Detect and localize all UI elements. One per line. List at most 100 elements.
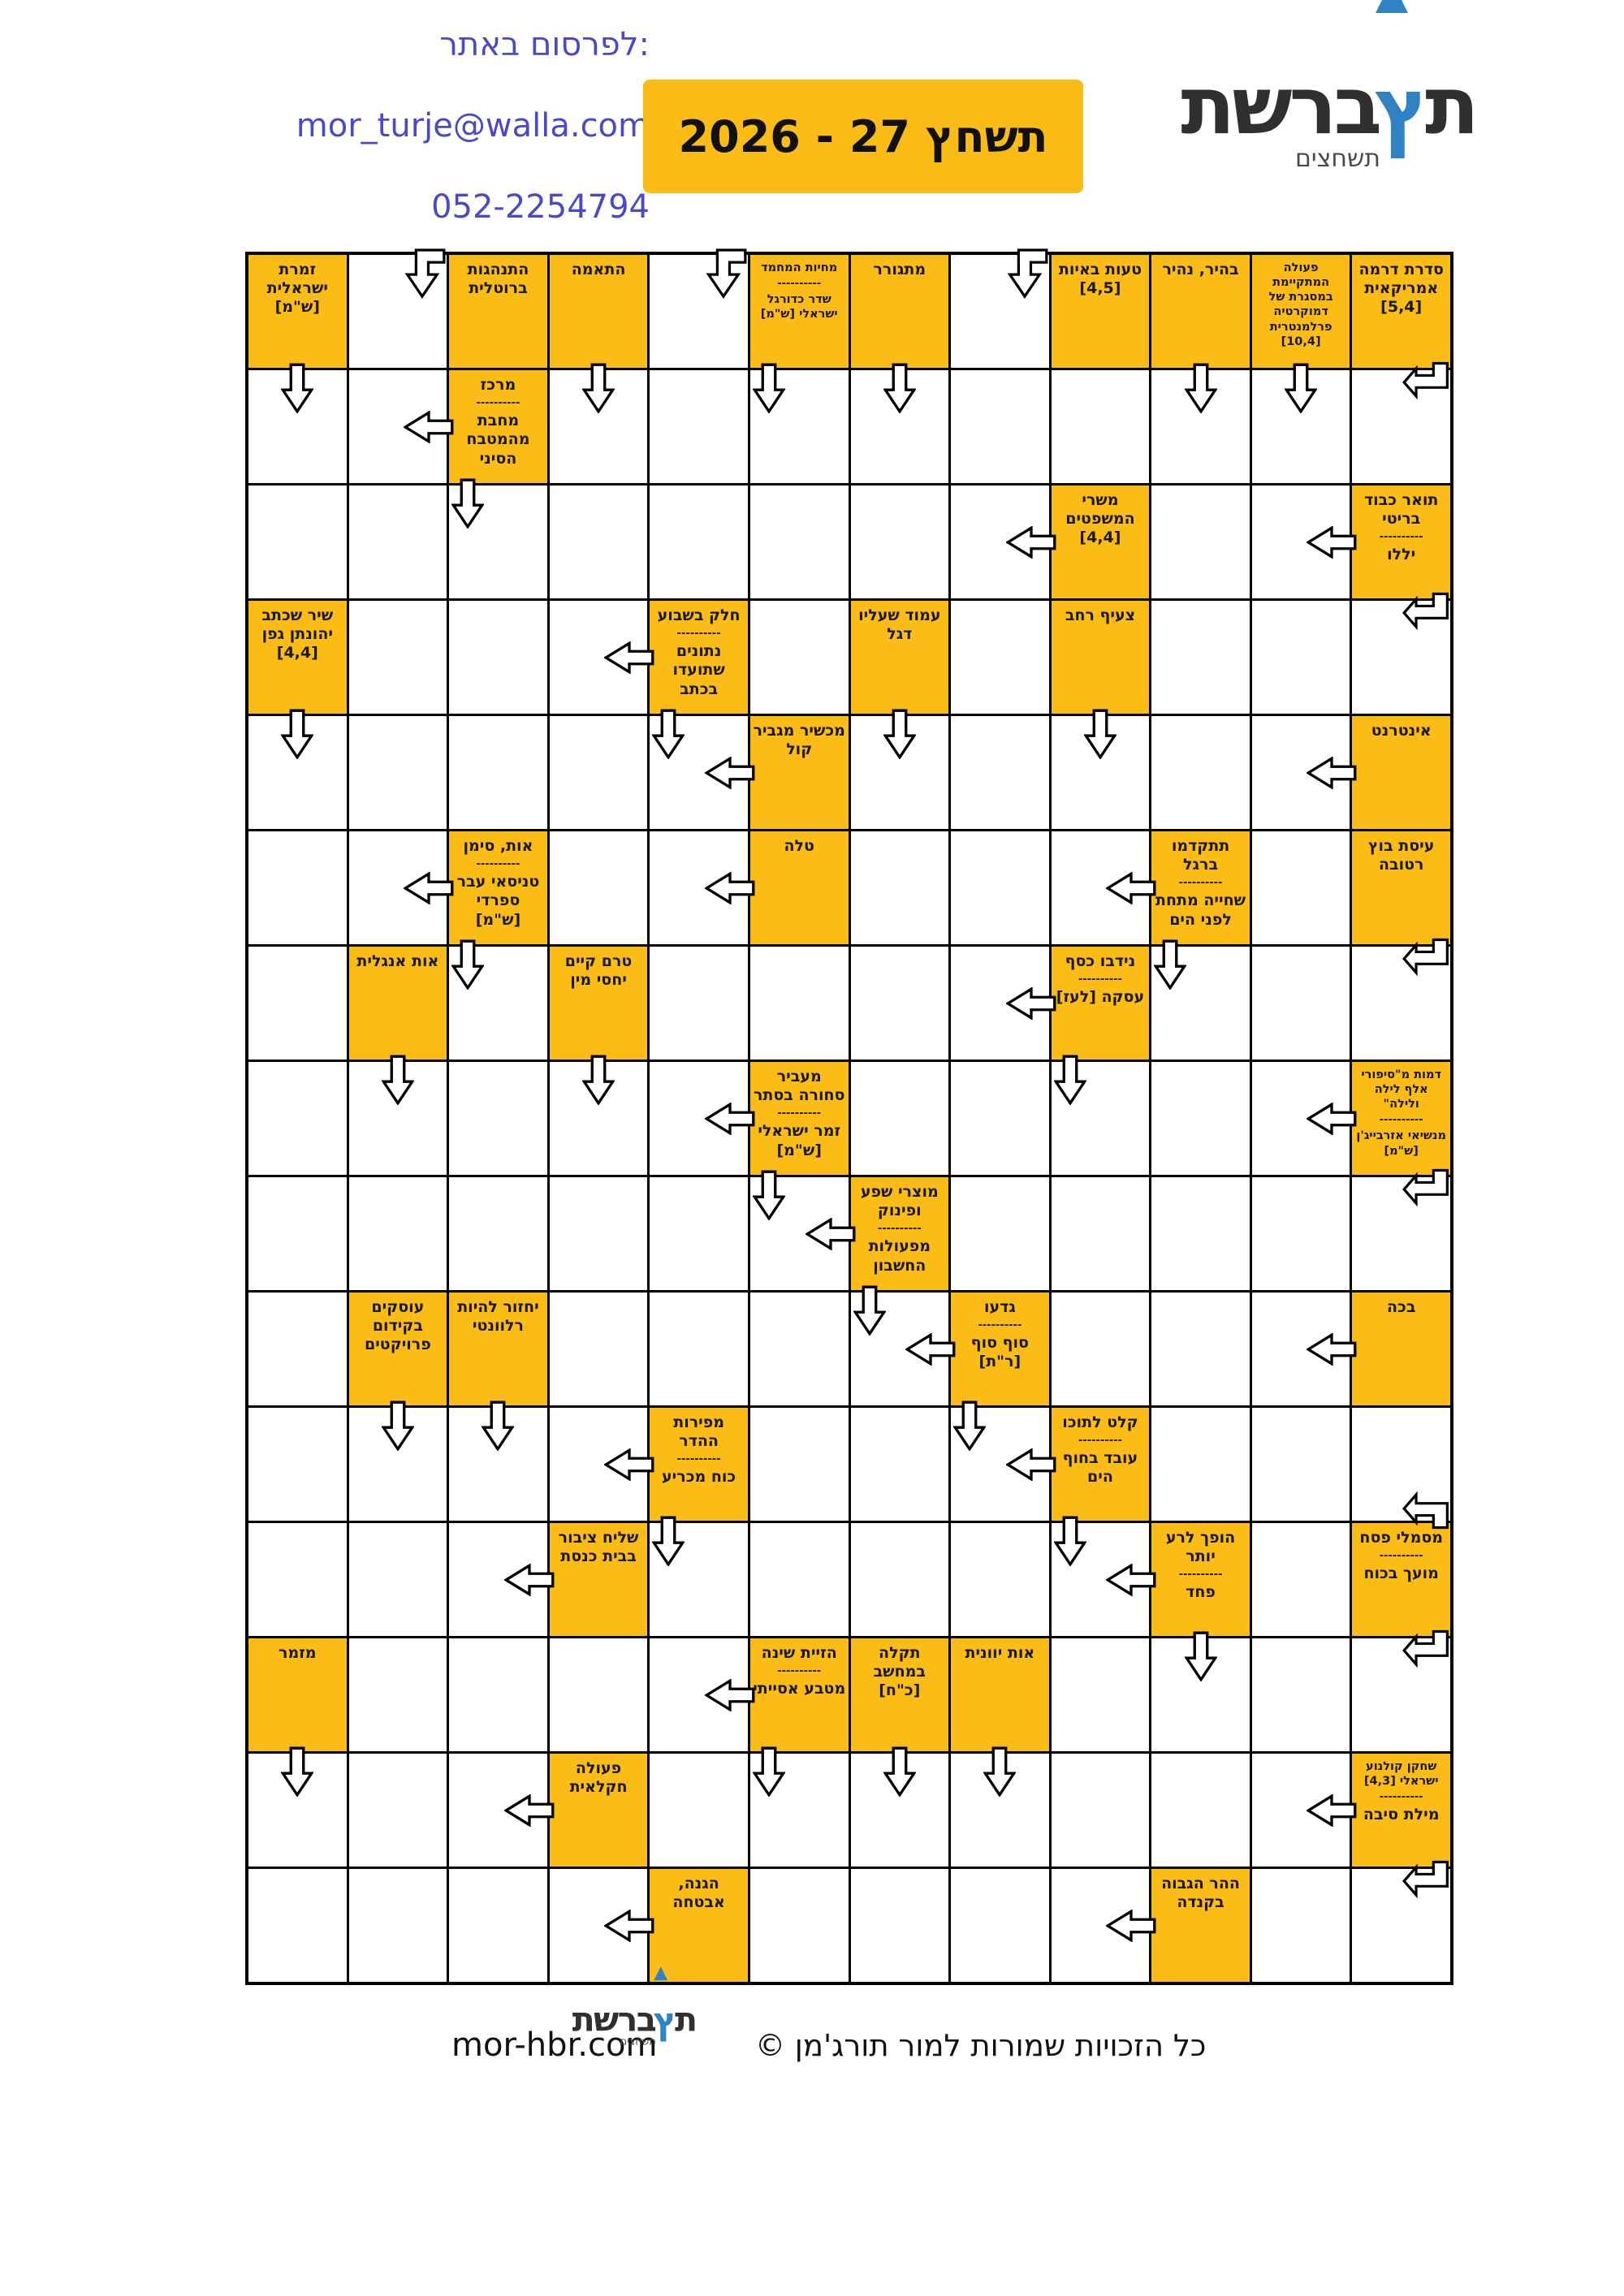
answer-cell-r7c1[interactable]	[248, 947, 347, 1060]
answer-cell-r9c10[interactable]	[1151, 1177, 1250, 1290]
answer-cell-r4c11[interactable]	[1251, 601, 1350, 714]
answer-cell-r12c11[interactable]	[1251, 1523, 1350, 1636]
answer-cell-r11c3[interactable]	[449, 1400, 547, 1521]
answer-cell-r5c11[interactable]	[1251, 716, 1357, 829]
footer-website[interactable]: mor-hbr.com	[451, 2026, 658, 2064]
answer-cell-r10c1[interactable]	[248, 1293, 347, 1405]
answer-cell-r10c7[interactable]	[850, 1285, 956, 1405]
answer-cell-r8c10[interactable]	[1151, 1062, 1250, 1175]
answer-cell-r15c7[interactable]	[850, 1869, 949, 1982]
answer-cell-r10c11[interactable]	[1251, 1293, 1357, 1405]
answer-cell-r8c1[interactable]	[248, 1062, 347, 1175]
answer-cell-r5c5[interactable]	[650, 709, 755, 829]
answer-cell-r15c12[interactable]	[1352, 1860, 1450, 1982]
answer-cell-r10c6[interactable]	[749, 1293, 849, 1405]
answer-cell-r6c5[interactable]	[650, 831, 755, 944]
answer-cell-r7c7[interactable]	[850, 947, 949, 1060]
answer-cell-r13c2[interactable]	[348, 1638, 447, 1751]
answer-cell-r4c8[interactable]	[951, 601, 1049, 714]
answer-cell-r4c6[interactable]	[749, 601, 849, 714]
answer-cell-r14c5[interactable]	[650, 1754, 748, 1867]
answer-cell-r8c3[interactable]	[449, 1062, 547, 1175]
answer-cell-r9c8[interactable]	[951, 1177, 1049, 1290]
answer-cell-r14c10[interactable]	[1151, 1754, 1250, 1867]
answer-cell-r9c9[interactable]	[1051, 1177, 1150, 1290]
answer-cell-r2c6[interactable]	[749, 363, 849, 483]
answer-cell-r7c3[interactable]	[449, 939, 547, 1060]
answer-cell-r10c5[interactable]	[650, 1293, 748, 1405]
answer-cell-r15c9[interactable]	[1051, 1869, 1156, 1982]
answer-cell-r7c10[interactable]	[1151, 939, 1250, 1060]
answer-cell-r12c5[interactable]	[650, 1516, 748, 1636]
answer-cell-r6c2[interactable]	[348, 831, 454, 944]
answer-cell-r5c7[interactable]	[850, 709, 949, 829]
answer-cell-r11c4[interactable]	[549, 1408, 654, 1521]
answer-cell-r3c3[interactable]	[449, 478, 547, 598]
answer-cell-r12c9[interactable]	[1051, 1516, 1156, 1636]
answer-cell-r7c8[interactable]	[951, 947, 1056, 1060]
answer-cell-r6c7[interactable]	[850, 831, 949, 944]
answer-cell-r3c10[interactable]	[1151, 486, 1250, 598]
answer-cell-r13c3[interactable]	[449, 1638, 547, 1751]
answer-cell-r11c12[interactable]	[1352, 1408, 1450, 1530]
answer-cell-r10c9[interactable]	[1051, 1293, 1150, 1405]
answer-cell-r1c2[interactable]	[348, 248, 447, 368]
answer-cell-r2c4[interactable]	[549, 363, 648, 483]
answer-cell-r14c7[interactable]	[850, 1746, 949, 1867]
answer-cell-r3c7[interactable]	[850, 486, 949, 598]
answer-cell-r6c9[interactable]	[1051, 831, 1156, 944]
answer-cell-r11c11[interactable]	[1251, 1408, 1350, 1521]
answer-cell-r4c3[interactable]	[449, 601, 547, 714]
answer-cell-r11c2[interactable]	[348, 1400, 447, 1521]
answer-cell-r3c2[interactable]	[348, 486, 447, 598]
answer-cell-r5c4[interactable]	[549, 716, 648, 829]
answer-cell-r11c8[interactable]	[951, 1400, 1056, 1521]
answer-cell-r3c5[interactable]	[650, 486, 748, 598]
answer-cell-r6c1[interactable]	[248, 831, 347, 944]
answer-cell-r9c3[interactable]	[449, 1177, 547, 1290]
answer-cell-r7c6[interactable]	[749, 947, 849, 1060]
answer-cell-r5c9[interactable]	[1051, 709, 1150, 829]
answer-cell-r2c1[interactable]	[248, 363, 347, 483]
answer-cell-r4c12[interactable]	[1352, 592, 1450, 714]
answer-cell-r7c5[interactable]	[650, 947, 748, 1060]
answer-cell-r7c11[interactable]	[1251, 947, 1350, 1060]
answer-cell-r13c4[interactable]	[549, 1638, 648, 1751]
answer-cell-r2c2[interactable]	[348, 370, 454, 483]
answer-cell-r14c2[interactable]	[348, 1754, 447, 1867]
answer-cell-r15c2[interactable]	[348, 1869, 447, 1982]
answer-cell-r2c12[interactable]	[1352, 361, 1450, 483]
answer-cell-r2c11[interactable]	[1251, 363, 1350, 483]
answer-cell-r6c11[interactable]	[1251, 831, 1350, 944]
answer-cell-r10c4[interactable]	[549, 1293, 648, 1405]
answer-cell-r12c2[interactable]	[348, 1523, 447, 1636]
answer-cell-r5c10[interactable]	[1151, 716, 1250, 829]
answer-cell-r8c4[interactable]	[549, 1055, 648, 1175]
answer-cell-r9c4[interactable]	[549, 1177, 648, 1290]
answer-cell-r12c1[interactable]	[248, 1523, 347, 1636]
answer-cell-r2c8[interactable]	[951, 370, 1049, 483]
answer-cell-r3c8[interactable]	[951, 486, 1056, 598]
answer-cell-r5c3[interactable]	[449, 716, 547, 829]
answer-cell-r14c11[interactable]	[1251, 1754, 1357, 1867]
answer-cell-r4c4[interactable]	[549, 601, 654, 714]
answer-cell-r13c11[interactable]	[1251, 1638, 1350, 1751]
answer-cell-r13c9[interactable]	[1051, 1638, 1150, 1751]
answer-cell-r8c11[interactable]	[1251, 1062, 1357, 1175]
answer-cell-r12c7[interactable]	[850, 1523, 949, 1636]
answer-cell-r11c1[interactable]	[248, 1408, 347, 1521]
answer-cell-r14c8[interactable]	[951, 1746, 1049, 1867]
answer-cell-r11c6[interactable]	[749, 1408, 849, 1521]
answer-cell-r11c7[interactable]	[850, 1408, 949, 1521]
answer-cell-r13c10[interactable]	[1151, 1631, 1250, 1751]
answer-cell-r8c5[interactable]	[650, 1062, 755, 1175]
answer-cell-r9c1[interactable]	[248, 1177, 347, 1290]
answer-cell-r8c2[interactable]	[348, 1055, 447, 1175]
answer-cell-r14c1[interactable]	[248, 1746, 347, 1867]
answer-cell-r13c5[interactable]	[650, 1638, 755, 1751]
answer-cell-r7c12[interactable]	[1352, 938, 1450, 1060]
answer-cell-r3c1[interactable]	[248, 486, 347, 598]
answer-cell-r3c6[interactable]	[749, 486, 849, 598]
answer-cell-r9c5[interactable]	[650, 1177, 748, 1290]
answer-cell-r15c8[interactable]	[951, 1869, 1049, 1982]
